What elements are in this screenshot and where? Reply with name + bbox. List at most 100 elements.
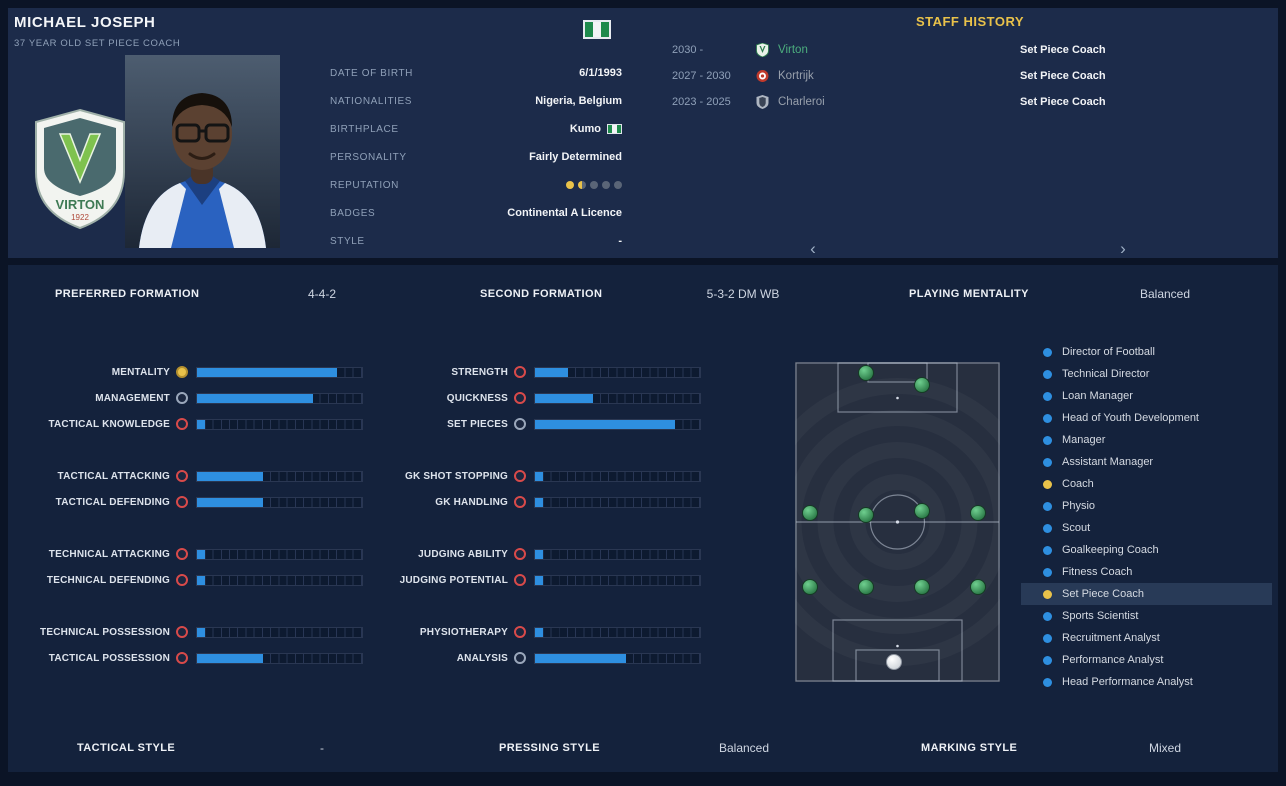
detail-label: BIRTHPLACE	[330, 123, 399, 135]
attribute-bar	[534, 652, 701, 664]
detail-label: PERSONALITY	[330, 151, 407, 163]
staff-role-item[interactable]: Goalkeeping Coach	[1021, 539, 1272, 561]
attribute-label: GK HANDLING	[435, 496, 508, 508]
detail-value-text: Kumo	[569, 123, 601, 135]
profile-detail-row: BADGES Continental A Licence	[330, 199, 622, 227]
attribute-category-icon	[514, 652, 526, 664]
reputation-star-empty-icon	[590, 181, 598, 189]
role-label: Performance Analyst	[1062, 654, 1164, 666]
attribute-bar-fill	[197, 419, 206, 429]
attribute-label: TECHNICAL DEFENDING	[46, 574, 170, 586]
second-formation-value: 5-3-2 DM WB	[706, 287, 780, 301]
club-crest-icon	[756, 43, 778, 57]
staff-role-item[interactable]: Manager	[1021, 429, 1272, 451]
attribute-category-icon	[176, 366, 188, 378]
history-years: 2027 - 2030	[672, 70, 731, 82]
staff-role-item[interactable]: Physio	[1021, 495, 1272, 517]
role-dot-icon	[1043, 633, 1052, 643]
staff-role-item[interactable]: Head Performance Analyst	[1021, 671, 1272, 693]
detail-label: BADGES	[330, 207, 376, 219]
attribute-row: ANALYSIS	[368, 645, 708, 671]
staff-role-item[interactable]: Fitness Coach	[1021, 561, 1272, 583]
staff-role-item[interactable]: Director of Football	[1021, 341, 1272, 363]
attribute-category-icon	[176, 418, 188, 430]
attribute-label: TACTICAL KNOWLEDGE	[48, 418, 170, 430]
club-crest-logo: VIRTON 1922	[34, 108, 126, 230]
attribute-row: TECHNICAL ATTACKING	[30, 541, 370, 567]
nigeria-flag-icon	[607, 124, 622, 134]
attribute-group: TACTICAL ATTACKING TACTICAL DEFENDING	[30, 463, 370, 515]
player-marker	[857, 578, 874, 595]
attribute-bar-fill	[197, 549, 206, 559]
staff-role-item[interactable]: Head of Youth Development	[1021, 407, 1272, 429]
profile-detail-row: REPUTATION	[330, 171, 622, 199]
second-formation-label: SECOND FORMATION	[480, 288, 603, 300]
nigeria-flag-icon	[583, 20, 611, 39]
history-next-button[interactable]: ›	[1114, 238, 1132, 260]
role-label: Goalkeeping Coach	[1062, 544, 1159, 556]
detail-label: STYLE	[330, 235, 365, 247]
profile-detail-row: NATIONALITIES Nigeria, Belgium	[330, 87, 622, 115]
attribute-bar-fill	[535, 393, 593, 403]
attribute-label: QUICKNESS	[446, 392, 508, 404]
role-dot-icon	[1043, 523, 1052, 533]
virton-crest-icon: VIRTON 1922	[35, 108, 125, 230]
attribute-group: STRENGTH QUICKNESS SET PIECES	[368, 359, 708, 437]
attribute-group: PHYSIOTHERAPY ANALYSIS	[368, 619, 708, 671]
attribute-bar-fill	[535, 419, 676, 429]
staff-roles-list: Director of Football Technical Director Lo…	[1021, 341, 1272, 693]
staff-role-item[interactable]: Loan Manager	[1021, 385, 1272, 407]
attribute-category-icon	[514, 392, 526, 404]
attribute-bar-fill	[535, 367, 568, 377]
attribute-group: JUDGING ABILITY JUDGING POTENTIAL	[368, 541, 708, 593]
attribute-label: JUDGING ABILITY	[418, 548, 508, 560]
staff-name: MICHAEL JOSEPH	[14, 14, 156, 31]
marking-style-label: MARKING STYLE	[921, 742, 1018, 754]
attribute-category-icon	[176, 652, 188, 664]
staff-history-row[interactable]: 2027 - 2030 Kortrijk Set Piece Coach	[672, 63, 1272, 89]
role-dot-icon	[1043, 457, 1052, 467]
crest-club-year: 1922	[71, 213, 89, 222]
attribute-bar-fill	[535, 575, 544, 585]
player-marker	[801, 505, 818, 522]
attribute-bar-fill	[197, 575, 206, 585]
attribute-row: MENTALITY	[30, 359, 370, 385]
role-label: Fitness Coach	[1062, 566, 1133, 578]
staff-role-item[interactable]: Coach	[1021, 473, 1272, 495]
role-label: Manager	[1062, 434, 1106, 446]
attribute-group: MENTALITY MANAGEMENT TACTICAL KNOWLEDGE	[30, 359, 370, 437]
goalkeeper-marker	[886, 654, 902, 671]
detail-value: Fairly Determined	[529, 151, 622, 163]
staff-role-item[interactable]: Set Piece Coach	[1021, 583, 1272, 605]
staff-role-item[interactable]: Sports Scientist	[1021, 605, 1272, 627]
staff-role-item[interactable]: Technical Director	[1021, 363, 1272, 385]
staff-role-item[interactable]: Performance Analyst	[1021, 649, 1272, 671]
attribute-bar	[196, 366, 363, 378]
attributes-column-right: STRENGTH QUICKNESS SET PIECES GK SHOT STOPP…	[368, 359, 708, 697]
history-club-name: Kortrijk	[778, 70, 814, 82]
attributes-column-left: MENTALITY MANAGEMENT TACTICAL KNOWLEDGE TAC…	[30, 359, 370, 697]
playing-mentality-value: Balanced	[1139, 287, 1191, 301]
role-dot-icon	[1043, 347, 1052, 357]
attribute-label: MENTALITY	[111, 366, 170, 378]
staff-history-row[interactable]: 2023 - 2025 Charleroi Set Piece Coach	[672, 89, 1272, 115]
detail-value: Continental A Licence	[507, 207, 622, 219]
attribute-category-icon	[176, 548, 188, 560]
attribute-category-icon	[176, 626, 188, 638]
staff-role-item[interactable]: Scout	[1021, 517, 1272, 539]
attribute-group: TECHNICAL ATTACKING TECHNICAL DEFENDING	[30, 541, 370, 593]
attribute-bar-fill	[197, 653, 263, 663]
role-label: Technical Director	[1062, 368, 1150, 380]
tactical-style-value: -	[320, 741, 324, 755]
staff-role-item[interactable]: Assistant Manager	[1021, 451, 1272, 473]
attribute-bar	[534, 626, 701, 638]
staff-role-item[interactable]: Recruitment Analyst	[1021, 627, 1272, 649]
attribute-bar-fill	[535, 653, 626, 663]
attribute-bar	[534, 496, 701, 508]
staff-history-row[interactable]: 2030 - Virton Set Piece Coach	[672, 37, 1272, 63]
history-years: 2023 - 2025	[672, 96, 731, 108]
history-prev-button[interactable]: ‹	[804, 238, 822, 260]
attribute-group: TECHNICAL POSSESSION TACTICAL POSSESSION	[30, 619, 370, 671]
player-marker	[914, 377, 931, 394]
attribute-label: JUDGING POTENTIAL	[399, 574, 508, 586]
